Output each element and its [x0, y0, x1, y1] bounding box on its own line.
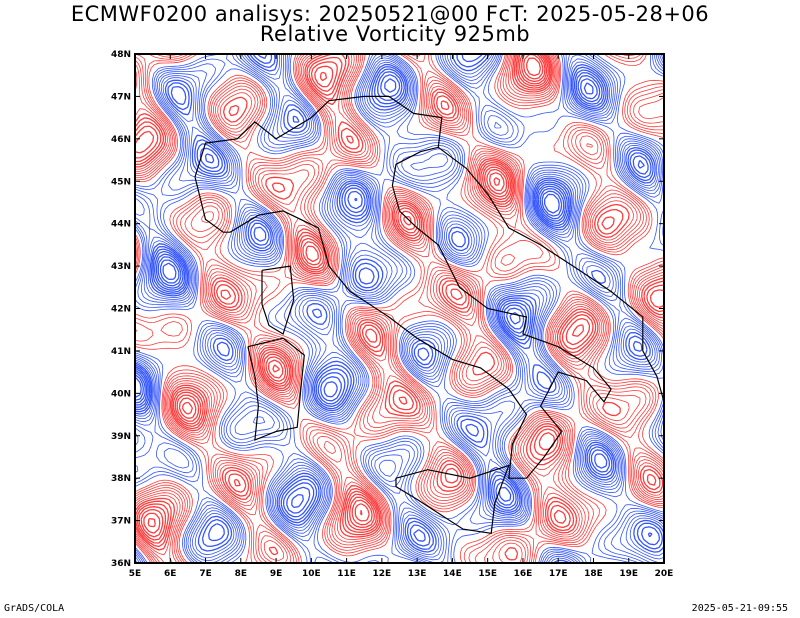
lat-tick-label: 45N: [111, 177, 131, 187]
lat-tick-label: 40N: [111, 389, 131, 399]
lon-tick-label: 9E: [270, 569, 282, 579]
lon-tick-label: 19E: [619, 569, 638, 579]
lat-tick-label: 37N: [111, 517, 131, 527]
coastlines: [194, 95, 664, 534]
positive-contour: [135, 54, 664, 563]
positive-contour: [135, 54, 664, 541]
coastline: [247, 337, 305, 441]
positive-contour: [147, 54, 544, 528]
lon-tick-label: 7E: [199, 569, 211, 579]
negative-contour: [135, 54, 664, 563]
chart-subtitle: Relative Vorticity 925mb: [259, 22, 531, 46]
lon-tick-label: 14E: [443, 569, 462, 579]
lat-tick-label: 39N: [111, 432, 131, 442]
chart-title: ECMWF0200 analisys: 20250521@00 FcT: 202…: [70, 2, 710, 26]
negative-contour: [135, 54, 664, 563]
positive-contour: [360, 57, 542, 516]
lon-tick-label: 12E: [373, 569, 392, 579]
lon-tick-label: 10E: [302, 569, 321, 579]
positive-contour: [143, 54, 546, 534]
lat-tick-label: 44N: [111, 220, 131, 230]
lat-axis: 36N 37N 38N 39N 40N 41N 42N 43N 44N 45N 46N 47N 48N: [111, 50, 664, 569]
lat-tick-label: 38N: [111, 474, 131, 484]
negative-contour: [135, 78, 598, 509]
footer-credit: GrADS/COLA: [4, 603, 65, 614]
lon-tick-label: 16E: [514, 569, 533, 579]
lat-tick-label: 48N: [111, 50, 131, 60]
lon-tick-label: 15E: [478, 569, 497, 579]
positive-contour: [135, 54, 664, 548]
lon-tick-label: 17E: [549, 569, 568, 579]
negative-contour: [135, 193, 560, 399]
coastline: [437, 146, 664, 402]
coastline: [194, 95, 612, 479]
coastline: [261, 265, 295, 335]
positive-contour: [135, 54, 585, 538]
negative-contour: [135, 54, 664, 563]
lat-tick-label: 47N: [111, 92, 131, 102]
lon-tick-label: 6E: [164, 569, 176, 579]
negative-contour: [135, 54, 661, 547]
lon-tick-label: 20E: [655, 569, 674, 579]
positive-contour: [135, 54, 664, 561]
lon-tick-label: 11E: [337, 569, 356, 579]
coastline: [395, 464, 510, 534]
lon-tick-label: 8E: [235, 569, 247, 579]
lon-tick-label: 13E: [408, 569, 427, 579]
lon-tick-label: 5E: [129, 569, 141, 579]
lat-tick-label: 36N: [111, 559, 131, 569]
lat-tick-label: 43N: [111, 262, 131, 272]
lat-tick-label: 41N: [111, 347, 131, 357]
lon-axis: 5E 6E 7E 8E 9E 10E 11E 12E 13E 14E 15E 16E 17E 18E 19E…: [129, 54, 674, 579]
positive-contour: [135, 54, 664, 563]
positive-contour: [135, 54, 664, 563]
negative-contour: [135, 54, 664, 563]
negative-contour: [135, 54, 664, 563]
positive-contour: [135, 54, 664, 544]
negative-contour: [135, 74, 645, 514]
lat-tick-label: 42N: [111, 305, 131, 315]
lat-tick-label: 46N: [111, 135, 131, 145]
lon-tick-label: 18E: [584, 569, 603, 579]
negative-contour: [135, 82, 594, 401]
negative-contour: [135, 54, 653, 542]
positive-contour: [135, 54, 664, 563]
negative-contour: [135, 54, 664, 563]
footer-timestamp: 2025-05-21-09:55: [691, 603, 788, 614]
negative-contour: [135, 54, 664, 563]
vorticity-field: [135, 54, 664, 563]
